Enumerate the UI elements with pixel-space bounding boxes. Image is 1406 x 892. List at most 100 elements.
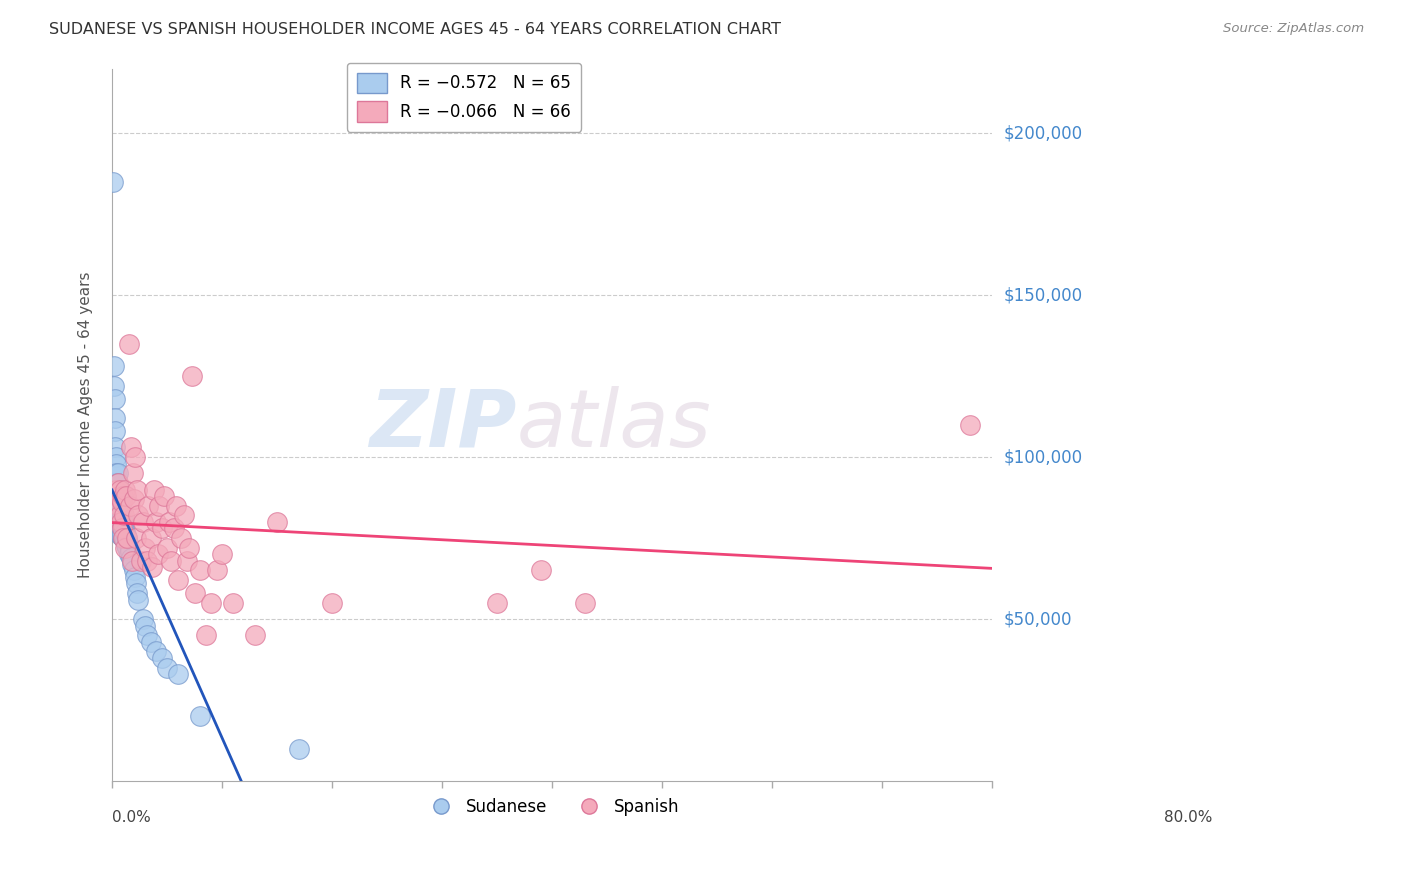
Point xyxy=(111,521,134,535)
Point xyxy=(117,541,139,555)
Point xyxy=(136,554,159,568)
Point xyxy=(111,521,134,535)
Point xyxy=(111,518,134,533)
Point xyxy=(103,359,125,374)
Point xyxy=(115,528,138,542)
Point xyxy=(110,515,132,529)
Point xyxy=(122,564,145,578)
Point xyxy=(111,495,134,509)
Point xyxy=(173,508,195,523)
Point xyxy=(101,175,124,189)
Point xyxy=(136,499,159,513)
Point xyxy=(114,534,136,549)
Point xyxy=(176,554,198,568)
Point xyxy=(107,489,129,503)
Point xyxy=(200,596,222,610)
Point xyxy=(107,485,129,500)
Point xyxy=(148,499,170,513)
Point xyxy=(107,515,129,529)
Point xyxy=(211,547,233,561)
Point xyxy=(205,564,228,578)
Point xyxy=(110,505,132,519)
Text: $200,000: $200,000 xyxy=(1002,124,1083,143)
Point xyxy=(105,483,128,497)
Point xyxy=(117,531,139,545)
Point xyxy=(115,489,138,503)
Point xyxy=(194,628,217,642)
Point xyxy=(162,521,184,535)
Point xyxy=(266,515,288,529)
Point xyxy=(107,476,129,491)
Point xyxy=(107,476,129,491)
Point xyxy=(121,557,143,571)
Point xyxy=(111,528,134,542)
Point xyxy=(114,483,136,497)
Point xyxy=(243,628,266,642)
Point xyxy=(105,476,128,491)
Point xyxy=(108,508,131,523)
Point xyxy=(167,667,190,681)
Point xyxy=(181,369,204,384)
Point xyxy=(160,554,183,568)
Text: 0.0%: 0.0% xyxy=(112,810,150,824)
Point xyxy=(132,515,155,529)
Point xyxy=(183,586,205,600)
Point xyxy=(108,515,131,529)
Point xyxy=(112,531,135,545)
Text: ZIP: ZIP xyxy=(370,385,517,464)
Point xyxy=(117,547,139,561)
Point xyxy=(134,541,156,555)
Point xyxy=(141,560,163,574)
Point xyxy=(107,499,129,513)
Point xyxy=(222,596,245,610)
Point xyxy=(145,515,167,529)
Point xyxy=(148,547,170,561)
Point xyxy=(118,544,141,558)
Point xyxy=(188,564,211,578)
Point xyxy=(104,489,127,503)
Text: $150,000: $150,000 xyxy=(1002,286,1083,304)
Point xyxy=(112,521,135,535)
Point xyxy=(107,508,129,523)
Point xyxy=(114,541,136,555)
Point xyxy=(157,515,180,529)
Point xyxy=(125,576,148,591)
Point xyxy=(107,492,129,507)
Point xyxy=(111,531,134,545)
Point xyxy=(170,531,193,545)
Text: Source: ZipAtlas.com: Source: ZipAtlas.com xyxy=(1223,22,1364,36)
Point xyxy=(321,596,343,610)
Point xyxy=(156,541,179,555)
Text: $100,000: $100,000 xyxy=(1002,448,1083,467)
Point xyxy=(120,550,142,565)
Point xyxy=(142,483,165,497)
Point xyxy=(177,541,200,555)
Text: $50,000: $50,000 xyxy=(1002,610,1071,628)
Point xyxy=(122,467,145,481)
Text: atlas: atlas xyxy=(517,385,711,464)
Point xyxy=(117,538,139,552)
Point xyxy=(129,554,152,568)
Point xyxy=(132,612,155,626)
Point xyxy=(111,508,134,523)
Point xyxy=(110,528,132,542)
Point xyxy=(104,392,127,406)
Point xyxy=(127,592,149,607)
Point xyxy=(105,457,128,471)
Point xyxy=(574,596,596,610)
Text: SUDANESE VS SPANISH HOUSEHOLDER INCOME AGES 45 - 64 YEARS CORRELATION CHART: SUDANESE VS SPANISH HOUSEHOLDER INCOME A… xyxy=(49,22,782,37)
Point xyxy=(127,586,149,600)
Point xyxy=(107,492,129,507)
Point xyxy=(165,499,187,513)
Point xyxy=(122,492,145,507)
Text: 80.0%: 80.0% xyxy=(1164,810,1212,824)
Legend: Sudanese, Spanish: Sudanese, Spanish xyxy=(418,791,686,822)
Point xyxy=(108,508,131,523)
Point xyxy=(145,644,167,658)
Point xyxy=(114,524,136,539)
Y-axis label: Householder Income Ages 45 - 64 years: Householder Income Ages 45 - 64 years xyxy=(79,271,93,578)
Point xyxy=(117,336,139,351)
Point xyxy=(111,531,134,545)
Point xyxy=(110,492,132,507)
Point xyxy=(127,483,149,497)
